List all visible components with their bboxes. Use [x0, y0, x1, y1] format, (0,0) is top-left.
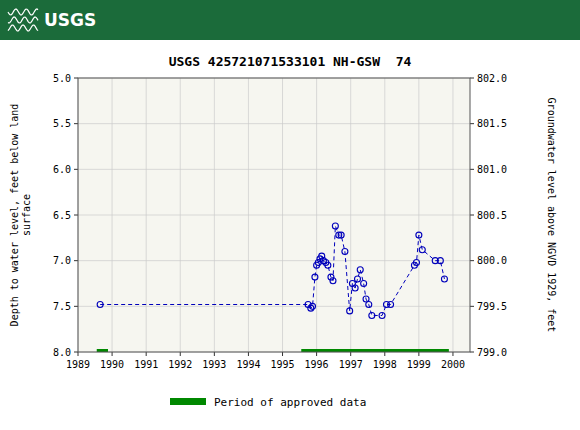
header-logo: USGS — [44, 10, 96, 30]
y2-tick-label: 801.0 — [477, 164, 507, 175]
tick — [214, 352, 215, 356]
grid — [78, 78, 470, 352]
data-point — [347, 308, 353, 314]
y2-tick-label: 802.0 — [477, 73, 507, 84]
y2-tick-label: 800.5 — [477, 210, 507, 221]
grid-line — [78, 215, 470, 216]
grid-line — [78, 306, 470, 307]
tick — [78, 352, 79, 356]
tick — [74, 123, 78, 124]
data-point — [413, 259, 419, 265]
y2-tick-label: 801.5 — [477, 118, 507, 129]
tick — [350, 352, 351, 356]
x-tick-label: 1991 — [134, 359, 158, 370]
data-point — [310, 303, 316, 309]
logo-wave — [8, 9, 38, 15]
data-point — [379, 312, 385, 318]
x-tick-label: 1998 — [373, 359, 397, 370]
plot-data — [97, 223, 449, 352]
title: USGS 425721071533101 NH-GSW 74 — [169, 54, 412, 69]
data-point — [330, 278, 336, 284]
tick — [180, 352, 181, 356]
x-tick-label: 1996 — [305, 359, 329, 370]
tick — [470, 260, 474, 261]
data-point — [441, 276, 447, 282]
data-point — [357, 267, 363, 273]
plot-background — [78, 78, 470, 352]
tick — [316, 352, 317, 356]
y-tick-label: 7.5 — [53, 301, 71, 312]
tick — [384, 352, 385, 356]
x-tick-label: 1993 — [202, 359, 226, 370]
tick — [470, 306, 474, 307]
y2-tick-label: 800.0 — [477, 255, 507, 266]
data-point — [366, 302, 372, 308]
tick — [282, 352, 283, 356]
x-tick-label: 1992 — [168, 359, 192, 370]
grid-line — [78, 169, 470, 170]
y-axis-label: Depth to water level, feet below landsur… — [9, 104, 32, 327]
tick — [470, 78, 474, 79]
x-tick-label: 1989 — [66, 359, 90, 370]
grid-line — [78, 123, 470, 124]
tick — [470, 352, 474, 353]
tick — [470, 123, 474, 124]
tick — [418, 352, 419, 356]
data-point — [338, 232, 344, 238]
x-tick-label: 1990 — [100, 359, 124, 370]
data-point — [355, 276, 361, 282]
y2-axis-label: Groundwater level above NGVD 1929, feet — [546, 98, 557, 333]
data-point — [97, 302, 103, 308]
tick — [470, 215, 474, 216]
y-tick-label: 6.5 — [53, 210, 71, 221]
legend-swatch — [170, 398, 206, 405]
y-tick-label: 8.0 — [53, 347, 71, 358]
grid-line — [78, 260, 470, 261]
y-tick-label: 7.0 — [53, 255, 71, 266]
y-tick-label: 5.5 — [53, 118, 71, 129]
data-point — [325, 262, 331, 268]
y2-tick-label: 799.5 — [477, 301, 507, 312]
legend-label: Period of approved data — [214, 396, 366, 409]
logo-wave — [8, 25, 38, 31]
x-tick-label: 1997 — [339, 359, 363, 370]
data-point — [416, 232, 422, 238]
tick — [74, 306, 78, 307]
y-axis-label-line: surface — [21, 194, 32, 236]
data-point — [369, 312, 375, 318]
tick — [74, 78, 78, 79]
plot-frame — [78, 78, 470, 352]
x-tick-label: 1999 — [407, 359, 431, 370]
header-bar — [0, 0, 580, 40]
tick — [74, 352, 78, 353]
x-tick-label: 1995 — [270, 359, 294, 370]
y-tick-label: 5.0 — [53, 73, 71, 84]
data-point — [419, 247, 425, 253]
data-point — [352, 285, 358, 291]
data-point — [342, 249, 348, 255]
logo-wave — [8, 17, 38, 23]
data-point — [361, 281, 367, 287]
tick — [452, 352, 453, 356]
tick — [248, 352, 249, 356]
chart: USGS USGS 425721071533101 NH-GSW 74 1989 19… — [0, 0, 580, 430]
data-line — [100, 226, 444, 316]
x-tick-label: 2000 — [441, 359, 465, 370]
y2-tick-label: 799.0 — [477, 347, 507, 358]
tick — [74, 215, 78, 216]
tick — [74, 260, 78, 261]
data-point — [437, 258, 443, 264]
data-point — [312, 274, 318, 280]
y-tick-label: 6.0 — [53, 164, 71, 175]
tick — [146, 352, 147, 356]
y-axis-label-line: Depth to water level, feet below land — [9, 104, 20, 327]
x-tick-label: 1994 — [236, 359, 260, 370]
tick — [74, 169, 78, 170]
data-point — [388, 302, 394, 308]
tick — [112, 352, 113, 356]
data-point — [332, 223, 338, 229]
tick — [470, 169, 474, 170]
